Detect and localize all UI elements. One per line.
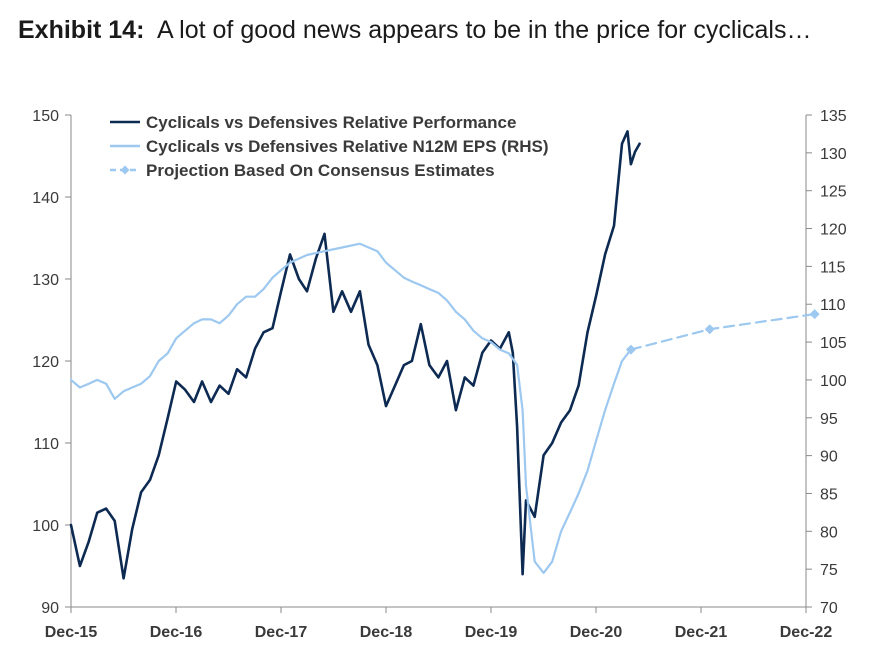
y-right-tick-label: 125 (820, 184, 847, 201)
series-line-2 (69, 242, 632, 574)
x-tick-label: Dec-15 (45, 624, 98, 641)
y-left-tick-label: 140 (32, 190, 59, 207)
y-left-tick-label: 120 (32, 354, 59, 371)
y-right-tick-label: 75 (820, 562, 838, 579)
chart-title: Exhibit 14: A lot of good news appears t… (18, 14, 858, 47)
projection-point (704, 324, 715, 335)
x-tick-label: Dec-19 (465, 624, 518, 641)
chart-legend: Cyclicals vs Defensives Relative Perform… (110, 113, 549, 180)
y-right-tick-label: 135 (820, 108, 847, 125)
projection-point (625, 344, 636, 355)
chart-title-lead: Exhibit 14: (18, 16, 145, 44)
series-line-3 (629, 313, 816, 351)
legend-diamond-marker (120, 165, 130, 175)
y-right-tick-label: 110 (820, 297, 846, 314)
y-right-tick-label: 100 (820, 373, 847, 390)
y-right-tick-label: 85 (820, 486, 838, 503)
y-right-tick-label: 70 (820, 600, 838, 617)
x-tick-label: Dec-20 (570, 624, 623, 641)
chart-title-text: A lot of good news appears to be in the … (156, 16, 812, 44)
y-right-tick-label: 105 (820, 335, 847, 352)
chart-series (69, 130, 820, 580)
y-left-tick-label: 130 (32, 272, 59, 289)
x-tick-label: Dec-18 (360, 624, 413, 641)
y-left-tick-label: 110 (33, 436, 59, 453)
legend-label-2: Cyclicals vs Defensives Relative N12M EP… (146, 137, 549, 156)
y-right-tick-label: 80 (820, 524, 838, 541)
x-tick-label: Dec-22 (780, 624, 833, 641)
x-tick-label: Dec-16 (150, 624, 203, 641)
y-right-tick-label: 90 (820, 449, 838, 466)
y-right-tick-label: 115 (820, 259, 846, 276)
x-tick-label: Dec-21 (675, 624, 728, 641)
y-right-tick-label: 95 (820, 411, 838, 428)
y-right-tick-label: 120 (820, 222, 847, 239)
series-line-1 (69, 130, 641, 580)
x-tick-label: Dec-17 (255, 624, 308, 641)
chart-axes: 90 100 110 120 130 140 150 70 75 80 85 90 95 100 105 11… (32, 108, 847, 641)
legend-label-3: Projection Based On Consensus Estimates (146, 161, 495, 180)
y-left-tick-label: 150 (32, 108, 59, 125)
y-left-tick-label: 100 (32, 518, 59, 535)
legend-label-1: Cyclicals vs Defensives Relative Perform… (146, 113, 516, 132)
projection-point (809, 309, 820, 320)
y-left-tick-label: 90 (41, 600, 59, 617)
y-right-tick-label: 130 (820, 146, 847, 163)
